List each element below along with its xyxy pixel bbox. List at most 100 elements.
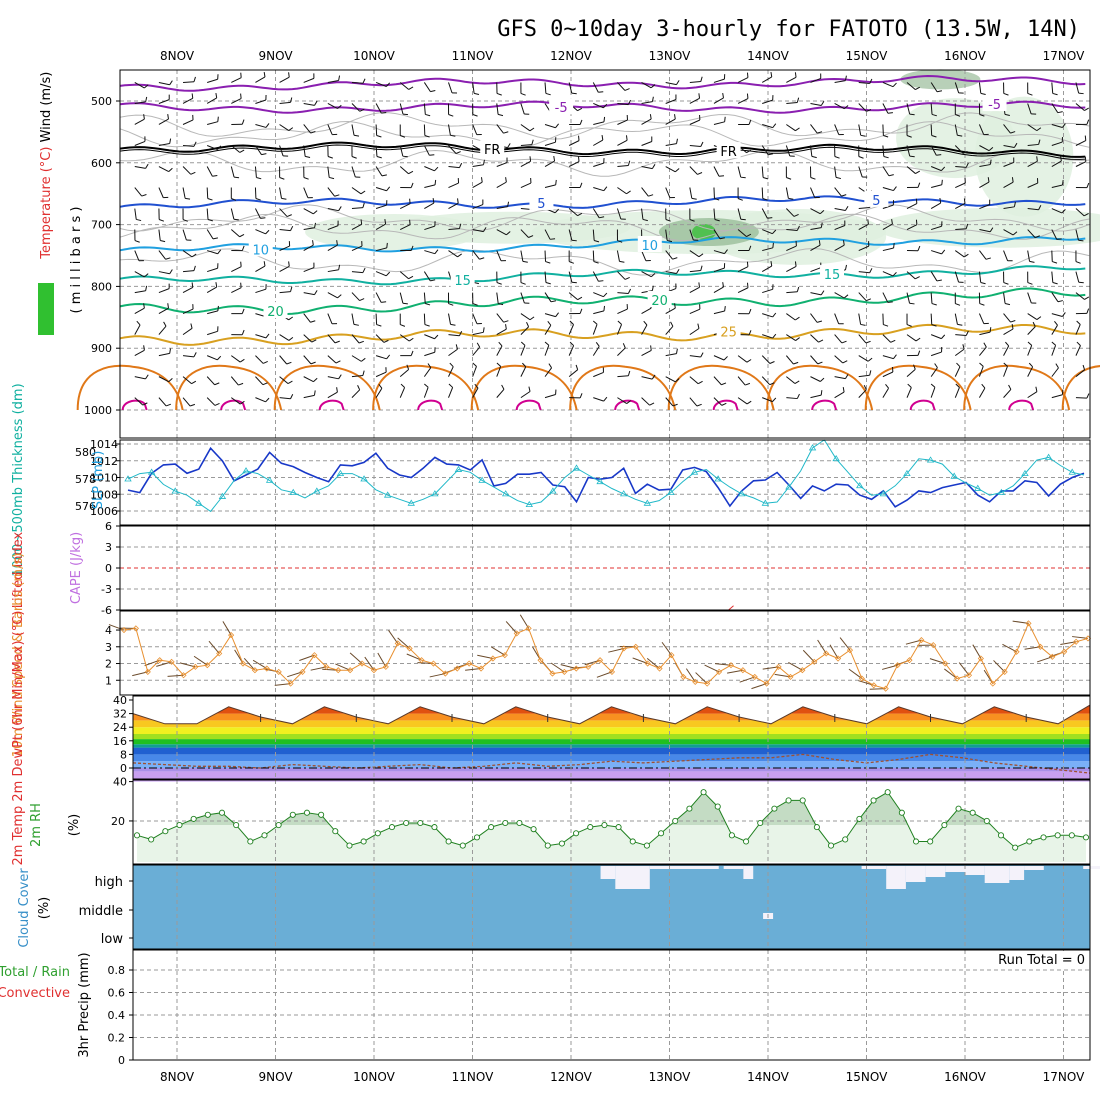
rh-point [360,838,367,845]
wind-barb-flag [207,198,213,201]
wind-barb [713,286,724,294]
wind-barb-flag [529,316,535,321]
date-label-top: 13NOV [649,49,691,63]
wind-barb [520,229,529,238]
wind-barb [255,229,266,235]
wind-barb-flag [915,276,920,280]
wind-barb-10m [646,657,660,669]
wind-barb-flag [169,80,173,86]
wind-barb-flag [867,219,869,225]
wind-barb [472,366,477,377]
wind-barb [617,308,628,315]
wind-barb-flag [649,114,652,120]
wind-barb-flag [844,75,847,81]
rh-contour [119,204,1090,232]
wind-barb-flag [310,320,316,323]
wind-barb-flag [788,197,794,200]
wind-barb-flag [400,383,405,388]
wind-barb [279,245,290,252]
wind-barb-flag [361,357,366,362]
wind-barb-flag [474,383,479,389]
wind-barb [351,223,362,230]
wind-barb-flag [843,105,849,110]
wind-barb-flag [288,337,294,341]
wind-barb-10m [252,659,268,669]
wind-barb [665,118,676,125]
wind-barb [882,103,889,114]
ylabel-rh-unit: (%) [67,814,82,837]
wind-barb-flag [816,320,823,323]
wind-barb [641,208,644,220]
wind-barb [906,166,916,174]
wind-barb-flag [913,364,916,370]
wind-barb [592,82,599,93]
wind-barb [978,313,985,324]
cloud-gap [925,866,946,877]
wind-speed-point [751,673,758,680]
wind-barb [1003,229,1014,236]
wind-barb-flag [794,72,797,78]
rh-point [176,822,183,829]
wind-barb [279,187,282,199]
wind-barb [1075,208,1085,217]
wind-barb [520,160,531,167]
wind-barb-flag [216,355,222,361]
wind-barb [1027,391,1038,399]
wind-barb [544,82,547,94]
wind-barb [882,371,894,378]
wind-barb-flag [1004,113,1010,117]
wind-barb [930,225,942,231]
wind-barb [665,250,673,260]
wind-barb [737,77,749,83]
wind-barb [689,308,701,315]
wind-barb-flag [579,393,583,399]
wind-barb [834,376,846,380]
wind-barb [279,376,289,384]
wind-barb [689,397,698,407]
wind-speed-point [918,637,925,644]
wind-barb [279,265,290,273]
wind-barb-flag [989,327,992,333]
thickness-point [714,475,722,482]
wind-barb-flag [408,86,414,90]
rh-point [318,811,325,818]
wind-barb [303,394,315,399]
wind-barb-flag [700,352,704,358]
wind-barb-flag [941,249,946,255]
wind-barb-flag [869,370,872,376]
wind-barb-flag [261,153,267,156]
wind-barb-flag [1003,282,1009,285]
wind-speed-point [668,652,675,659]
wind-barb-flag [263,261,266,267]
wind-barb [930,82,938,93]
wind-barb [496,313,505,323]
isotherm-30 [1061,365,1100,411]
rh-point [261,832,268,839]
wind-barb [1003,328,1014,336]
thickness-point [856,481,864,489]
wind-barb-flag [740,176,746,179]
wind-barb-flag [811,155,817,159]
wind-barb-flag [627,160,631,166]
wind-barb [834,187,842,197]
wind-barb [182,229,187,241]
wind-barb [134,208,137,220]
wind-barb [255,397,266,403]
wind-barb-10m [584,659,601,666]
wind-barb-flag [410,245,414,251]
wind-barb-flag [698,253,704,258]
wind-barb-flag [917,245,921,251]
wind-barb [834,208,846,212]
wind-speed-point [954,675,961,682]
ytick-label: -6 [101,604,112,617]
isotherm-fr-double [119,144,1086,160]
wind-barb [834,334,843,344]
wind-barb-flag [425,113,431,117]
wind-barb [327,391,338,399]
rh-point [743,838,750,845]
wind-barb-flag [263,71,266,78]
rh-point [884,789,891,796]
wind-barb-flag [265,229,270,235]
wind-barb-flag [528,235,534,238]
date-label-bottom: 11NOV [452,1070,494,1084]
